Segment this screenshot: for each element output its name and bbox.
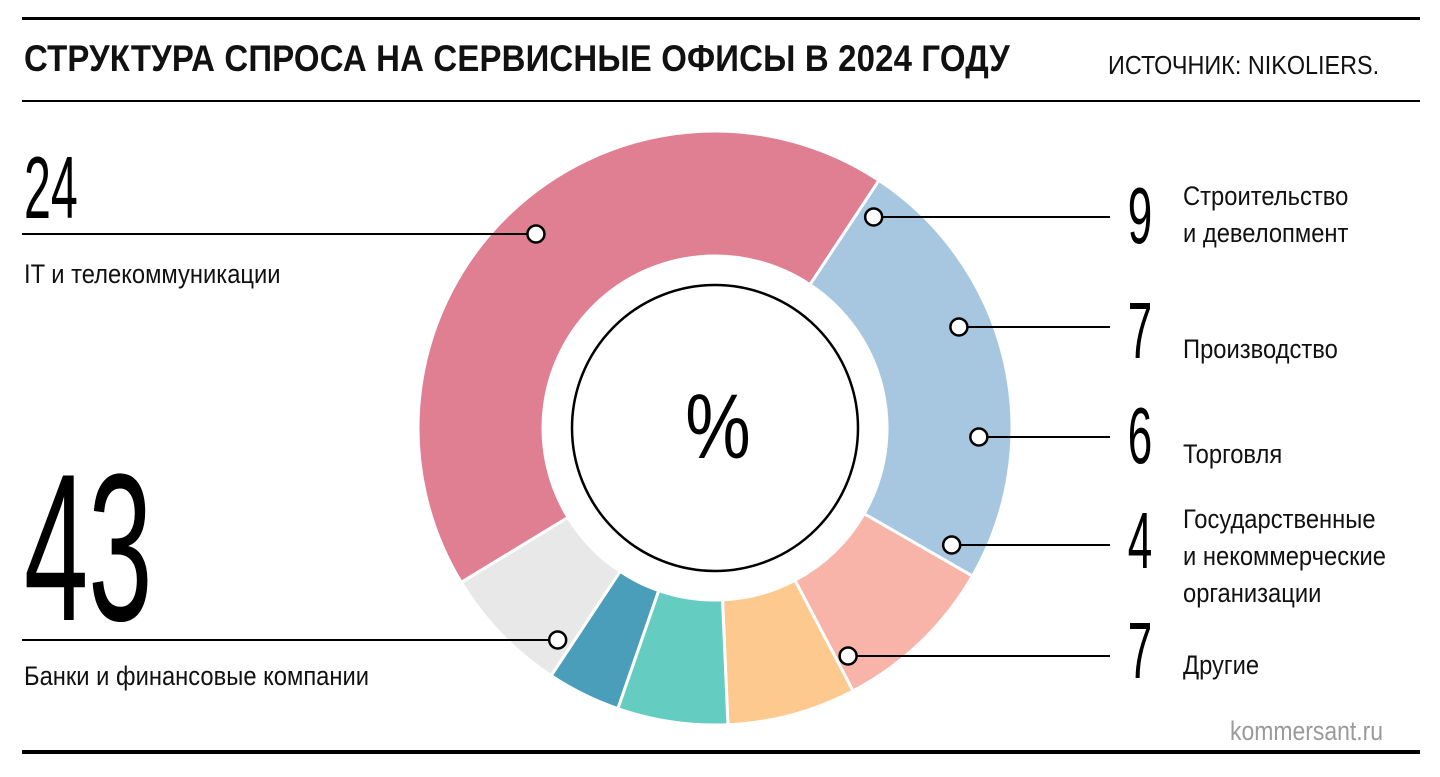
top-rule bbox=[22, 17, 1420, 20]
category-label-stroitelstvo-i: и девелопмент bbox=[1183, 219, 1349, 249]
center-percent-label: % bbox=[685, 375, 750, 478]
marker-dot-gosudarstvennye-i bbox=[941, 535, 962, 555]
category-label-torgovlya: Торговля bbox=[1183, 440, 1282, 470]
category-label-gosudarstvennye-i: Государственные bbox=[1183, 505, 1376, 535]
center-circle bbox=[570, 283, 860, 573]
marker-dot-stroitelstvo-i bbox=[863, 207, 884, 227]
category-label-gosudarstvennye-i: и некоммерческие bbox=[1183, 542, 1386, 572]
value-label-drugie: 7 bbox=[1128, 606, 1152, 695]
category-label-banki-i: Банки и финансовые компании bbox=[24, 662, 369, 692]
chart-source: ИСТОЧНИК: NIKOLIERS. bbox=[1108, 50, 1380, 80]
category-label-it-i: IT и телекоммуникации bbox=[24, 260, 281, 290]
slice-it-i bbox=[807, 178, 1014, 579]
value-label-gosudarstvennye-i: 4 bbox=[1128, 496, 1152, 585]
slice-banki-i bbox=[416, 129, 882, 585]
marker-dot-drugie bbox=[838, 646, 858, 666]
chart-title: СТРУКТУРА СПРОСА НА СЕРВИСНЫЕ ОФИСЫ В 20… bbox=[24, 38, 1010, 79]
value-label-it-i: 24 bbox=[24, 140, 78, 238]
marker-dot-banki-i bbox=[547, 630, 568, 650]
marker-dot-proizvodstvo bbox=[949, 317, 969, 337]
value-label-proizvodstvo: 7 bbox=[1128, 286, 1152, 375]
category-label-drugie: Другие bbox=[1183, 651, 1259, 681]
value-label-stroitelstvo-i: 9 bbox=[1128, 171, 1152, 260]
site-credit: kommersant.ru bbox=[1230, 716, 1384, 746]
value-label-torgovlya: 6 bbox=[1128, 391, 1152, 480]
category-label-stroitelstvo-i: Строительство bbox=[1183, 182, 1348, 212]
marker-dot-torgovlya bbox=[969, 427, 989, 447]
category-label-gosudarstvennye-i: организации bbox=[1183, 579, 1321, 609]
value-label-banki-i: 43 bbox=[24, 430, 152, 664]
bottom-rule bbox=[22, 750, 1420, 754]
marker-dot-it-i bbox=[526, 224, 546, 244]
category-label-proizvodstvo: Производство bbox=[1183, 335, 1338, 365]
header-rule bbox=[22, 100, 1420, 102]
